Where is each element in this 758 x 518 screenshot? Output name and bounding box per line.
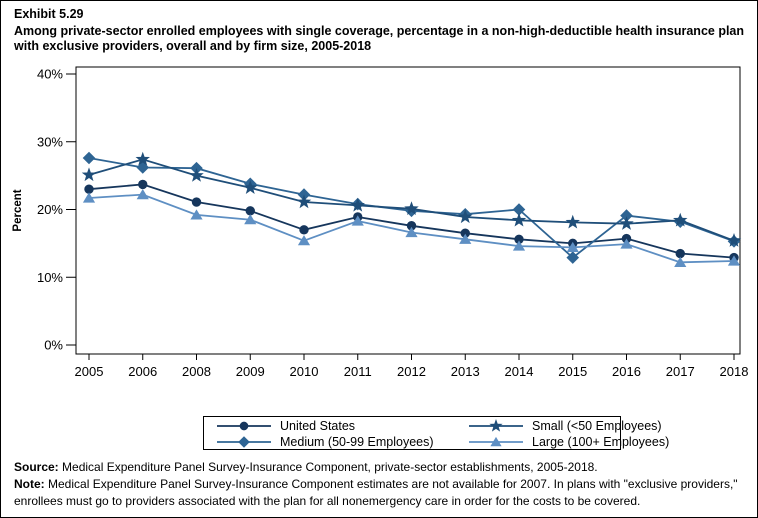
x-tick-label: 2006 xyxy=(128,364,157,379)
circle-marker xyxy=(514,234,524,245)
note-line: Note: Medical Expenditure Panel Survey-I… xyxy=(14,476,750,510)
triangle-marker xyxy=(490,436,502,447)
diamond-marker xyxy=(238,436,250,448)
star-marker xyxy=(404,201,419,215)
y-axis-title: Percent xyxy=(12,189,24,231)
y-tick-label: 40% xyxy=(37,67,63,82)
diamond-marker xyxy=(512,203,526,216)
triangle-marker xyxy=(190,209,203,220)
series-line xyxy=(88,183,735,259)
exhibit-number: Exhibit 5.29 xyxy=(14,7,84,21)
source-line: Source: Medical Expenditure Panel Survey… xyxy=(14,459,750,476)
x-tick-label: 2013 xyxy=(451,364,480,379)
star-marker xyxy=(350,197,365,212)
circle-legend-sample xyxy=(217,421,271,431)
circle-marker xyxy=(299,225,309,235)
x-tick-label: 2014 xyxy=(505,364,534,379)
x-tick-label: 2016 xyxy=(612,364,641,379)
x-tick-label: 2015 xyxy=(558,364,587,379)
x-tick-label: 2011 xyxy=(344,364,372,379)
star-marker xyxy=(726,233,742,247)
note-label: Note: xyxy=(14,476,45,491)
star-marker xyxy=(81,167,97,182)
chart-title: Among private-sector enrolled employees … xyxy=(14,23,745,54)
star-marker xyxy=(489,419,503,432)
x-tick-label: 2010 xyxy=(290,364,319,379)
triangle-marker xyxy=(82,192,96,203)
star-marker xyxy=(296,194,312,209)
diamond-marker xyxy=(566,251,580,264)
circle-marker xyxy=(239,421,249,431)
plot-frame xyxy=(75,66,741,355)
x-tick-label: 2017 xyxy=(666,364,695,379)
diamond-marker xyxy=(82,151,96,165)
note-text: Medical Expenditure Panel Survey-Insuran… xyxy=(14,476,738,508)
legend-item-united-states: United States xyxy=(216,418,468,434)
triangle-marker xyxy=(512,240,526,251)
series-large-100-employees xyxy=(82,188,741,267)
star-marker xyxy=(135,151,150,166)
x-tick-label: 2005 xyxy=(75,364,104,379)
triangle-marker xyxy=(136,188,149,200)
triangle-marker xyxy=(244,214,257,225)
circle-marker xyxy=(84,184,94,194)
triangle-marker xyxy=(351,215,364,226)
legend-item-medium-50-99-employees: Medium (50-99 Employees) xyxy=(216,434,468,450)
triangle-marker xyxy=(620,238,633,249)
source-text: Medical Expenditure Panel Survey-Insuran… xyxy=(58,460,598,474)
line-chart-canvas: 0% 10% 20% 30% 40% 2005 2006 2008 2009 2010 2011 20… xyxy=(12,66,749,379)
legend-label: Small (<50 Employees) xyxy=(532,419,662,433)
star-marker xyxy=(189,168,204,182)
y-tick-label: 30% xyxy=(37,134,63,149)
triangle-legend-sample xyxy=(469,436,523,447)
chart-legend: United States Small (<50 Employees) Medium… xyxy=(203,416,669,450)
diamond-marker xyxy=(620,209,633,222)
series-small-50-employees xyxy=(81,151,742,247)
x-tick-label: 2009 xyxy=(236,364,265,379)
triangle-marker xyxy=(297,235,311,246)
legend-label: Large (100+ Employees) xyxy=(532,435,670,449)
triangle-marker xyxy=(459,233,472,244)
circle-marker xyxy=(406,221,417,231)
legend-label: United States xyxy=(280,419,356,433)
y-tick-label: 10% xyxy=(37,270,63,285)
circle-marker xyxy=(675,248,685,259)
triangle-marker xyxy=(727,255,741,266)
star-marker xyxy=(673,212,688,227)
series-united-states xyxy=(84,179,739,263)
star-marker xyxy=(619,216,634,230)
circle-marker xyxy=(138,179,148,190)
x-tick-label: 2018 xyxy=(720,364,749,379)
x-tick-label: 2012 xyxy=(397,364,426,379)
triangle-marker xyxy=(405,226,418,238)
source-label: Source: xyxy=(14,460,59,474)
circle-marker xyxy=(460,228,470,238)
circle-marker xyxy=(191,197,202,207)
chart-header: Exhibit 5.29 Among private-sector enroll… xyxy=(14,7,750,55)
triangle-marker xyxy=(674,256,687,267)
star-marker xyxy=(243,180,258,194)
y-tick-label: 20% xyxy=(37,202,63,217)
star-marker xyxy=(511,212,527,227)
triangle-marker xyxy=(566,241,579,253)
legend-item-small-50-employees: Small (<50 Employees) xyxy=(468,418,669,434)
diamond-legend-sample xyxy=(217,436,271,448)
star-marker xyxy=(565,214,580,229)
chart-footnotes: Source: Medical Expenditure Panel Survey… xyxy=(14,459,750,509)
legend-item-large-100-employees: Large (100+ Employees) xyxy=(468,434,669,450)
star-legend-sample xyxy=(469,419,523,432)
circle-marker xyxy=(245,206,255,216)
y-tick-label: 0% xyxy=(44,338,63,353)
x-tick-label: 2008 xyxy=(182,364,211,379)
diamond-marker xyxy=(136,161,150,174)
legend-label: Medium (50-99 Employees) xyxy=(280,435,434,449)
star-marker xyxy=(458,209,473,224)
